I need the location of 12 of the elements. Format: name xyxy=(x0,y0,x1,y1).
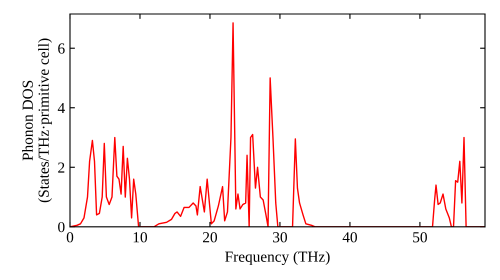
x-axis-title: Frequency (THz) xyxy=(225,251,330,265)
x-tick-label: 0 xyxy=(66,232,74,242)
x-tick-label: 50 xyxy=(413,232,427,242)
y-tick-label: 2 xyxy=(58,162,64,173)
x-tick-label: 40 xyxy=(342,232,357,242)
x-tick-label: 20 xyxy=(203,232,218,242)
y-tick-label: 6 xyxy=(58,43,65,54)
x-tick-label: 10 xyxy=(134,232,148,242)
y-tick-label: 0 xyxy=(58,222,65,232)
y-axis-title: Phonon DOS (States/THz·primitive cell) xyxy=(22,38,52,202)
x-tick-label: 30 xyxy=(273,232,288,242)
y-tick-label: 4 xyxy=(58,102,65,114)
